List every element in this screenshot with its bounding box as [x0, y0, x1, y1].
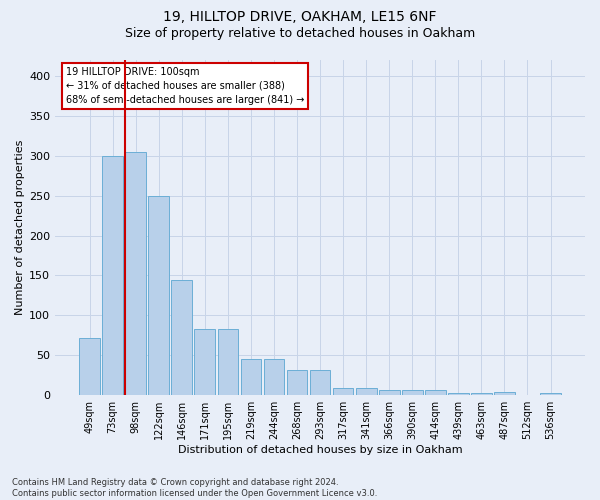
Bar	[425, 390, 446, 395]
Bar	[218, 329, 238, 395]
Text: Size of property relative to detached houses in Oakham: Size of property relative to detached ho…	[125, 28, 475, 40]
Bar	[333, 388, 353, 395]
Bar	[125, 152, 146, 395]
Bar	[379, 390, 400, 395]
Bar	[172, 280, 192, 395]
Bar	[241, 360, 262, 395]
Bar	[356, 388, 377, 395]
Bar	[448, 393, 469, 395]
Bar	[79, 338, 100, 395]
Bar	[148, 196, 169, 395]
Text: 19 HILLTOP DRIVE: 100sqm
← 31% of detached houses are smaller (388)
68% of semi-: 19 HILLTOP DRIVE: 100sqm ← 31% of detach…	[66, 66, 304, 104]
Bar	[194, 329, 215, 395]
Bar	[102, 156, 123, 395]
Bar	[494, 392, 515, 395]
Bar	[540, 393, 561, 395]
X-axis label: Distribution of detached houses by size in Oakham: Distribution of detached houses by size …	[178, 445, 463, 455]
Bar	[263, 360, 284, 395]
Text: 19, HILLTOP DRIVE, OAKHAM, LE15 6NF: 19, HILLTOP DRIVE, OAKHAM, LE15 6NF	[163, 10, 437, 24]
Y-axis label: Number of detached properties: Number of detached properties	[15, 140, 25, 316]
Bar	[402, 390, 422, 395]
Bar	[310, 370, 331, 395]
Text: Contains HM Land Registry data © Crown copyright and database right 2024.
Contai: Contains HM Land Registry data © Crown c…	[12, 478, 377, 498]
Bar	[471, 393, 492, 395]
Bar	[287, 370, 307, 395]
